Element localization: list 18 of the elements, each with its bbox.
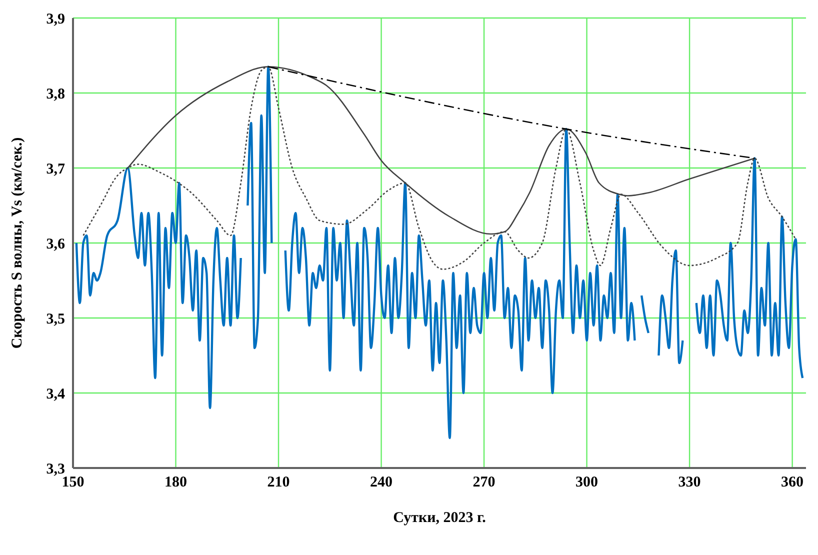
y-tick-label: 3,6 [46,236,66,252]
x-tick-label: 150 [62,474,84,491]
x-axis-title: Сутки, 2023 г. [393,510,486,526]
y-tick-label: 3,3 [46,461,65,478]
y-axis-title: Скорость S волны, Vs (км/сек.) [9,137,26,349]
y-tick-label: 3,8 [46,86,65,102]
x-tick-label: 330 [678,474,701,491]
x-tick-label: 240 [370,474,393,491]
y-tick-label: 3,4 [46,386,66,402]
x-tick-label: 210 [267,474,290,491]
line-series [82,66,796,270]
x-tick-label: 270 [472,474,496,491]
y-tick-label: 3,9 [46,11,65,28]
y-tick-label: 3,7 [46,161,66,178]
x-tick-label: 300 [576,474,598,491]
x-tick-label: 360 [781,474,804,491]
y-tick-label: 3,5 [46,311,65,328]
x-tick-label: 180 [164,474,188,491]
